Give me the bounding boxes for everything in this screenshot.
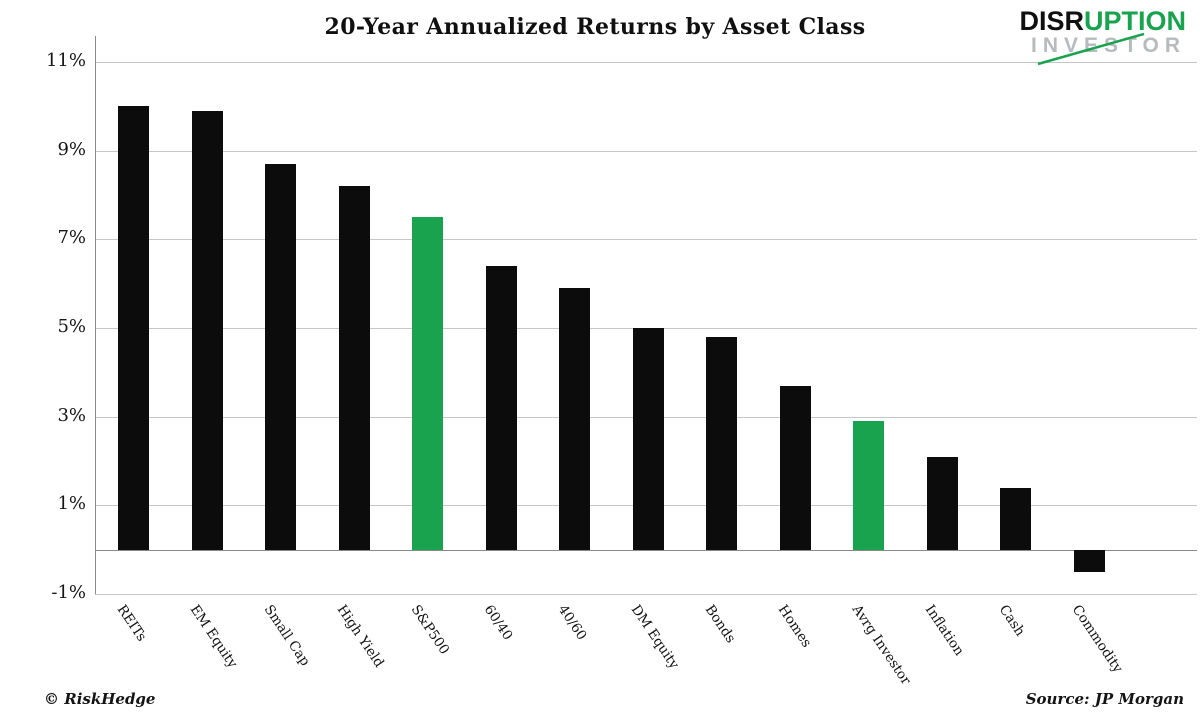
bar <box>1000 487 1032 550</box>
x-axis-label: S&P500 <box>407 602 453 658</box>
source-text: Source: JP Morgan <box>1025 690 1184 708</box>
bar <box>853 421 885 550</box>
bar <box>118 106 150 550</box>
bar <box>485 265 517 550</box>
bar <box>559 288 591 550</box>
x-axis-label: Inflation <box>922 602 968 659</box>
gridline <box>95 62 1197 63</box>
x-axis-label: Homes <box>775 602 815 651</box>
x-axis-baseline <box>95 549 1197 551</box>
x-axis-label: DM Equity <box>628 602 683 672</box>
bar <box>1073 549 1105 572</box>
bar <box>779 385 811 550</box>
bar <box>706 336 738 550</box>
y-tick-label: -1% <box>51 582 86 603</box>
brand-logo-part1: DISR <box>1019 6 1084 36</box>
gridline <box>95 239 1197 241</box>
bar <box>632 328 664 550</box>
x-axis-label: EM Equity <box>187 602 241 672</box>
brand-logo: DISRUPTION INVESTOR <box>986 8 1186 68</box>
y-tick-label: 5% <box>57 316 86 337</box>
bar <box>926 456 958 550</box>
x-axis-label: 40/60 <box>554 602 590 644</box>
y-tick-label: 9% <box>57 138 86 160</box>
bar <box>412 217 444 550</box>
x-axis-label: Bonds <box>701 602 739 647</box>
x-axis-label: 60/40 <box>481 602 517 644</box>
x-axis-label: Small Cap <box>260 602 313 670</box>
brand-logo-line2: INVESTOR <box>1031 34 1186 57</box>
x-axis-label: Commodity <box>1069 602 1127 676</box>
y-tick-label: 1% <box>57 493 86 515</box>
brand-logo-part2: UPTION <box>1083 6 1186 36</box>
bar <box>338 186 370 550</box>
chart-title: 20-Year Annualized Returns by Asset Clas… <box>324 14 866 40</box>
x-axis-label: Avrg Investor <box>848 602 914 688</box>
x-axis-label: Cash <box>995 602 1028 640</box>
y-tick-label: 11% <box>45 50 86 71</box>
copyright-text: © RiskHedge <box>44 690 156 708</box>
bar <box>191 110 223 550</box>
y-tick-label: 7% <box>57 227 86 249</box>
x-axis-label: REITs <box>113 602 150 645</box>
y-axis-line <box>95 36 96 594</box>
brand-logo-line1: DISRUPTION <box>986 6 1186 36</box>
x-axis-label: High Yield <box>334 602 388 671</box>
gridline <box>95 594 1197 595</box>
bar <box>265 164 297 550</box>
gridline <box>95 150 1197 152</box>
y-tick-label: 3% <box>57 404 86 426</box>
